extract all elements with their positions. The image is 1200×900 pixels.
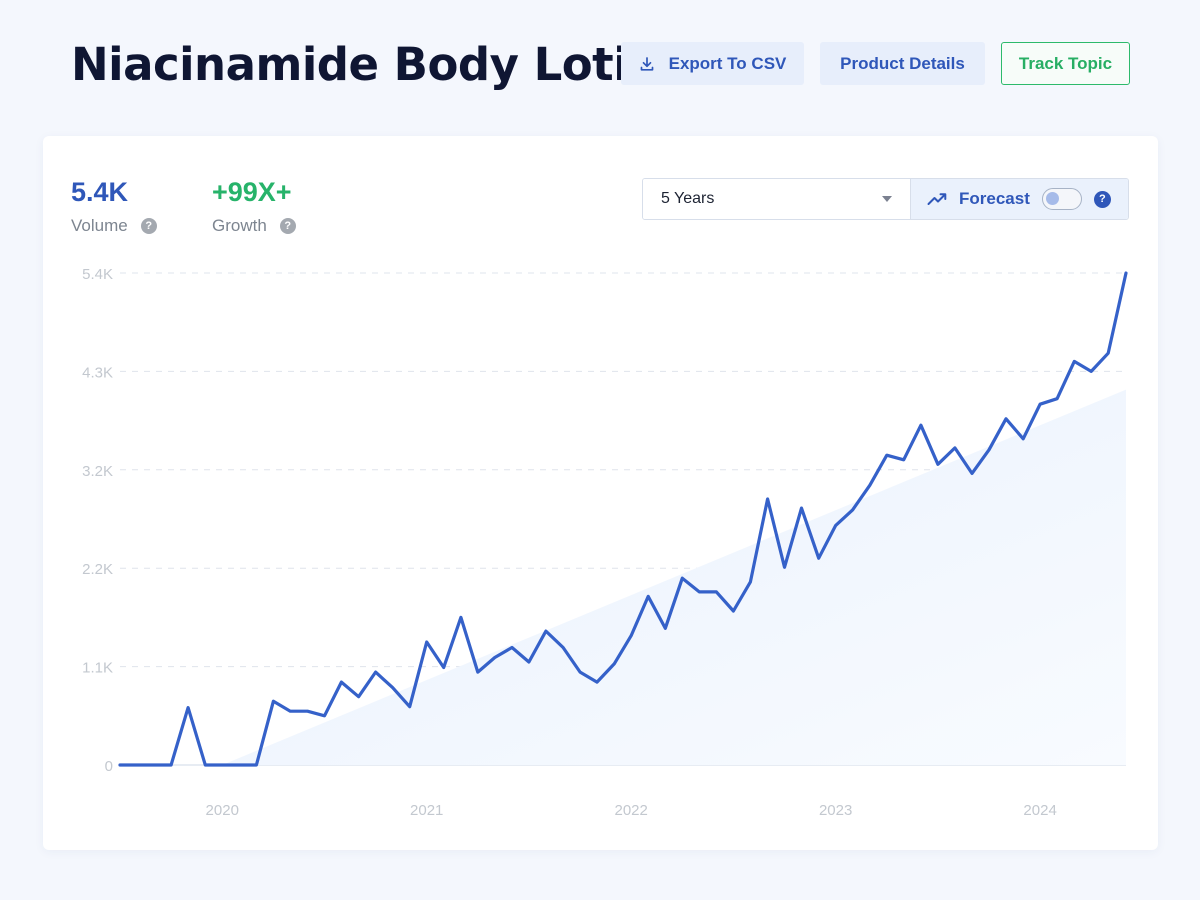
export-csv-label: Export To CSV (668, 53, 787, 73)
page-title: Niacinamide Body Lotion (71, 38, 691, 91)
trend-card: 5.4K Volume ? +99X+ Growth ? 5 Years For… (43, 136, 1158, 850)
forecast-label: Forecast (959, 189, 1030, 208)
growth-label: Growth (212, 216, 267, 235)
x-tick-label: 2023 (819, 802, 852, 819)
volume-label-row: Volume ? (71, 216, 157, 236)
time-range-select[interactable]: 5 Years (643, 179, 911, 219)
track-topic-label: Track Topic (1018, 53, 1113, 73)
chart-controls: 5 Years Forecast ? (642, 178, 1129, 220)
time-range-value: 5 Years (661, 190, 715, 207)
y-tick-label: 3.2K (82, 463, 113, 480)
y-tick-label: 0 (105, 758, 113, 775)
toggle-knob (1045, 192, 1059, 205)
growth-label-row: Growth ? (212, 216, 296, 236)
forecast-toggle[interactable] (1041, 188, 1082, 210)
growth-help-icon[interactable]: ? (279, 218, 296, 234)
y-tick-label: 4.3K (82, 364, 113, 381)
x-tick-label: 2024 (1023, 802, 1056, 819)
volume-help-icon[interactable]: ? (140, 218, 157, 234)
y-tick-label: 2.2K (82, 561, 113, 578)
product-details-label: Product Details (840, 53, 965, 73)
y-tick-label: 5.4K (82, 266, 113, 283)
x-tick-label: 2020 (206, 802, 239, 819)
track-topic-button[interactable]: Track Topic (1001, 42, 1130, 85)
forecast-control: Forecast ? (911, 179, 1128, 219)
volume-value: 5.4K (71, 177, 129, 207)
volume-series-line (118, 271, 1128, 767)
growth-value: +99X+ (212, 177, 292, 207)
product-details-button[interactable]: Product Details (820, 42, 985, 85)
x-tick-label: 2022 (614, 802, 647, 819)
export-csv-button[interactable]: Export To CSV (621, 42, 804, 85)
volume-chart: 0 1.1K 2.2K 3.2K 4.3K 5.4K 2020 2021 2022 2023 202… (82, 266, 1128, 819)
growth-stat: +99X+ Growth ? (212, 176, 296, 236)
x-tick-label: 2021 (410, 802, 443, 819)
volume-stat: 5.4K Volume ? (71, 176, 157, 236)
volume-label: Volume (71, 216, 128, 235)
trending-up-icon (927, 193, 947, 205)
forecast-help-icon[interactable]: ? (1093, 190, 1111, 208)
download-icon (640, 56, 653, 71)
chevron-down-icon (882, 196, 892, 202)
trend-area (222, 389, 1126, 765)
y-tick-label: 1.1K (82, 660, 113, 677)
